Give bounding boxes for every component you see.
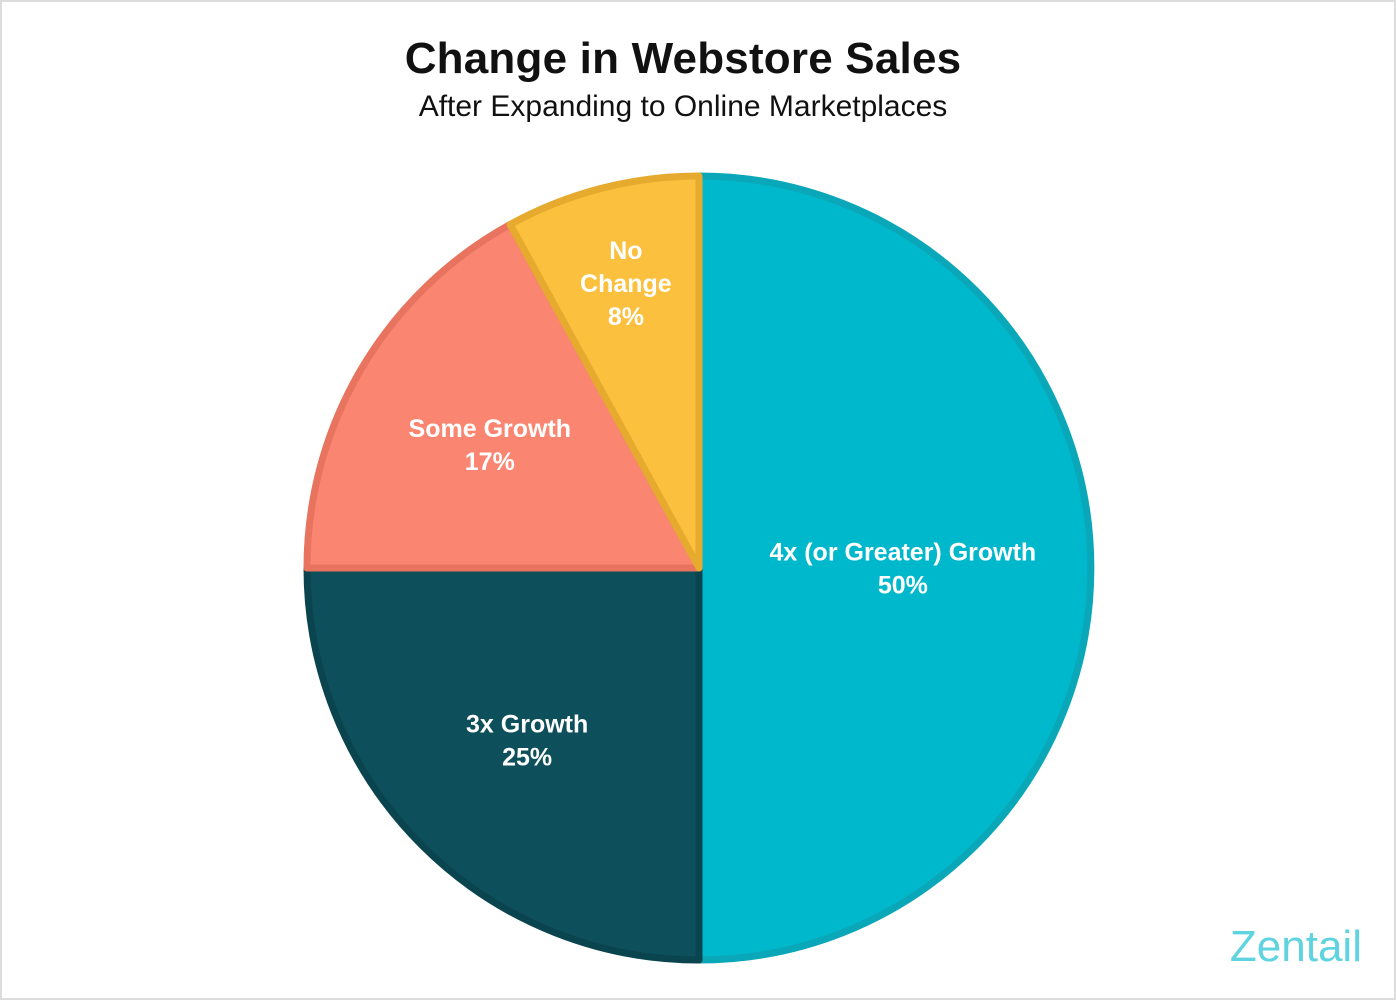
slice-value-4x-or-greater-growth: 50% xyxy=(878,572,928,600)
pie-slice-4x-or-greater-growth xyxy=(695,172,1095,964)
slice-name-3x-growth: 3x Growth xyxy=(466,710,588,738)
slice-label-3x-growth: 3x Growth 25% xyxy=(466,710,588,771)
chart-subtitle: After Expanding to Online Marketplaces xyxy=(418,90,948,123)
slice-name-no-change: Change xyxy=(580,270,672,298)
slice-name-no-change: No xyxy=(609,237,642,265)
chart-title: Change in Webstore Sales xyxy=(404,34,962,83)
slice-value-3x-growth: 25% xyxy=(502,743,552,771)
slice-label-4x-or-greater-growth: 4x (or Greater) Growth 50% xyxy=(769,539,1036,600)
slice-value-some-growth: 17% xyxy=(465,448,515,476)
slice-label-some-growth: Some Growth 17% xyxy=(409,415,572,476)
slice-value-no-change: 8% xyxy=(608,303,644,331)
zentail-logo: Zentail xyxy=(1229,922,1362,971)
pie-slice-no-change xyxy=(506,172,703,572)
pie-slice-some-growth xyxy=(303,220,703,572)
slice-name-4x-or-greater-growth: 4x (or Greater) Growth xyxy=(769,539,1036,567)
slice-name-some-growth: Some Growth xyxy=(409,415,572,443)
slice-label-no-change: No Change 8% xyxy=(580,237,672,331)
pie-slice-3x-growth xyxy=(303,564,703,964)
